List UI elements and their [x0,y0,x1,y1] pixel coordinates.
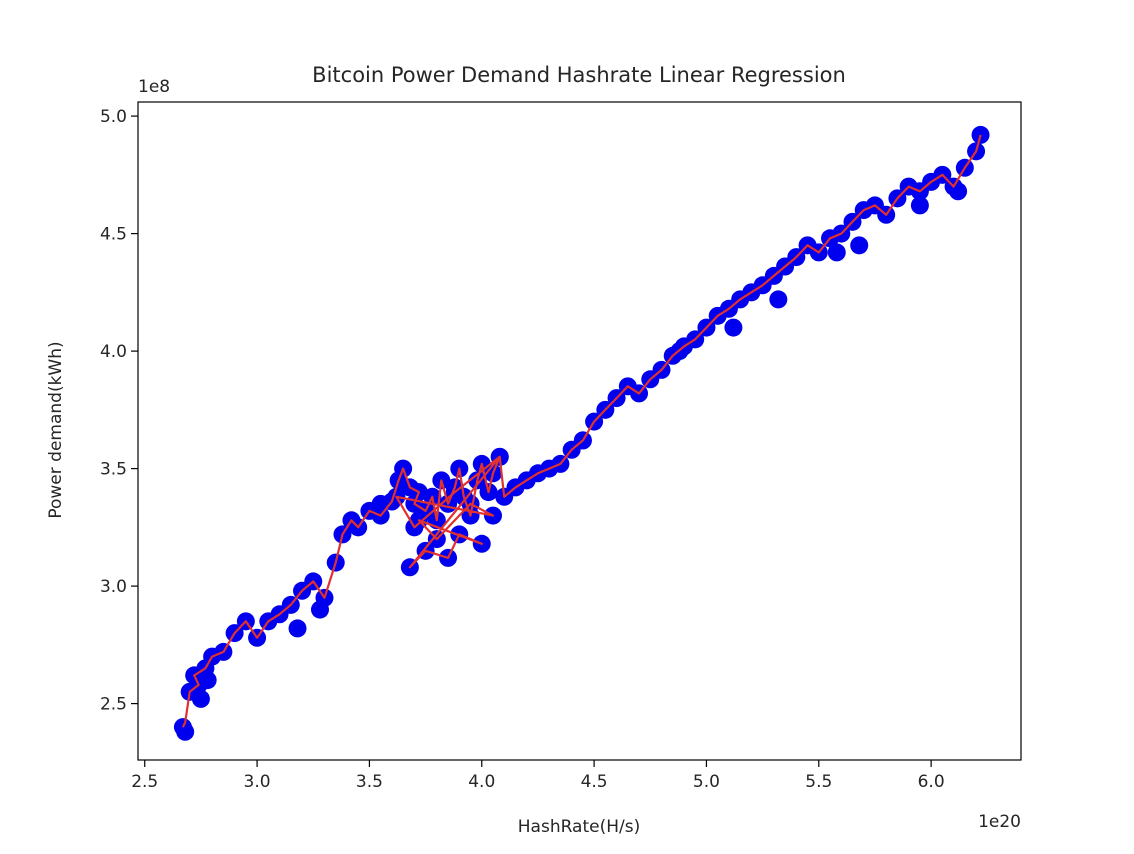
y-tick-label: 4.0 [100,342,127,362]
y-axis-label: Power demand(kWh) [46,341,66,518]
x-tick-label: 2.5 [131,772,158,792]
data-point [910,196,929,215]
y-tick-label: 4.5 [100,225,127,245]
data-point [310,600,329,619]
y-tick-label: 3.5 [100,460,127,480]
y-tick-label: 3.0 [100,577,127,597]
data-point [850,236,869,255]
x-axis-label: HashRate(H/s) [518,817,640,837]
x-tick-label: 5.0 [693,772,720,792]
x-offset-label: 1e20 [978,812,1021,832]
data-point [176,722,195,741]
plot-frame [137,101,1022,761]
data-point [827,243,846,262]
x-tick-label: 4.5 [581,772,608,792]
x-tick-label: 4.0 [468,772,495,792]
data-point [769,290,788,309]
chart-title: Bitcoin Power Demand Hashrate Linear Reg… [312,63,846,87]
data-point [288,619,307,638]
data-point [191,689,210,708]
x-tick-label: 6.0 [918,772,945,792]
data-point [371,494,390,513]
ticks-layer: 2.5 3.0 3.5 4.0 4.5 5.0 5.5 6.0 2.5 3.0 3.5 4.0 4.5 5… [100,107,945,792]
x-tick-label: 3.0 [244,772,271,792]
y-offset-label: 1e8 [138,77,170,97]
y-tick-label: 2.5 [100,695,127,715]
regression-line [181,134,982,728]
x-tick-label: 3.5 [356,772,383,792]
x-tick-label: 5.5 [805,772,832,792]
data-point [724,318,743,337]
y-tick-label: 5.0 [100,107,127,127]
marks-layer [173,125,990,741]
data-point [198,671,217,690]
